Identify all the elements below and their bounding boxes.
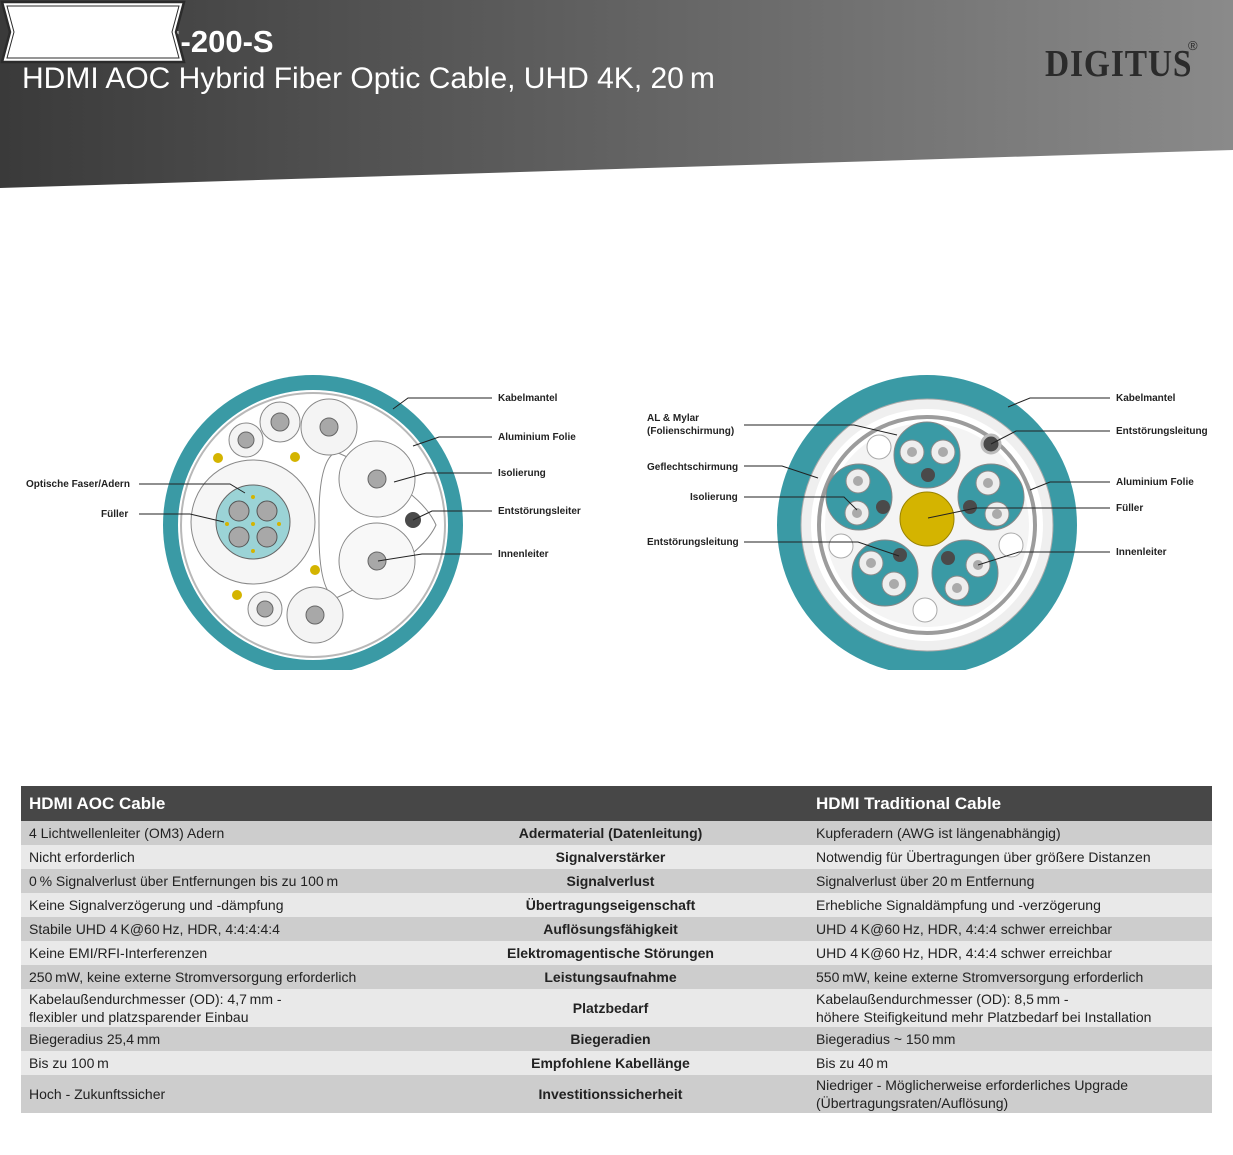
trad-label-entstoerungsleitung-right: Entstörungsleitung bbox=[1116, 426, 1208, 437]
aoc-top-cores bbox=[228, 398, 358, 458]
aoc-cell: Keine Signalverzögerung und -dämpfung bbox=[21, 893, 413, 917]
table-row: 0 % Signalverlust über Entfernungen bis … bbox=[21, 869, 1212, 893]
trad-braid-shield bbox=[817, 415, 1037, 635]
table-row: Biegeradius 25,4 mm Biegeradien Biegerad… bbox=[21, 1027, 1212, 1051]
trad-label-al-mylar: AL & Mylar bbox=[647, 413, 699, 424]
feature-cell: Elektromagentische Störungen bbox=[413, 941, 808, 965]
header-aoc-cable: HDMI AOC Cable bbox=[21, 786, 413, 821]
trad-label-entstoerungsleitung-left: Entstörungsleitung bbox=[647, 537, 739, 548]
product-description: HDMI AOC Hybrid Fiber Optic Cable, UHD 4… bbox=[22, 62, 715, 95]
table-row: Bis zu 100 m Empfohlene Kabellänge Bis z… bbox=[21, 1051, 1212, 1075]
trad-label-fueller: Füller bbox=[1116, 503, 1143, 514]
aoc-label-entstoerungsleiter: Entstörungsleiter bbox=[498, 506, 581, 517]
aoc-aluminium-foil bbox=[180, 392, 446, 658]
feature-cell: Investitionssicherheit bbox=[413, 1075, 808, 1113]
trad-cell: Niedriger - Möglicherweise erforderliche… bbox=[808, 1075, 1212, 1113]
aoc-cell: Stabile UHD 4 K@60 Hz, HDR, 4:4:4:4:4 bbox=[21, 917, 413, 941]
comparison-table: HDMI AOC Cable HDMI Traditional Cable 4 … bbox=[21, 786, 1212, 1113]
trad-cell: Notwendig für Übertragungen über größere… bbox=[808, 845, 1212, 869]
trad-cell-line-1: Niedriger - Möglicherweise erforderliche… bbox=[816, 1077, 1129, 1093]
feature-cell: Adermaterial (Datenleitung) bbox=[413, 821, 808, 845]
trad-cell: Erhebliche Signaldämpfung und -verzögeru… bbox=[808, 893, 1212, 917]
aoc-label-innenleiter: Innenleiter bbox=[498, 549, 549, 560]
trad-cell: Bis zu 40 m bbox=[808, 1051, 1212, 1075]
table-row: Hoch - Zukunftssicher Investitionssicher… bbox=[21, 1075, 1212, 1113]
aoc-label-aluminium-folie: Aluminium Folie bbox=[498, 432, 576, 443]
aoc-label-fueller: Füller bbox=[101, 509, 128, 520]
trad-cell: Biegeradius ~ 150 mm bbox=[808, 1027, 1212, 1051]
aoc-cell: Kabelaußendurchmesser (OD): 4,7 mm - flex… bbox=[21, 989, 413, 1027]
trad-white-fillers bbox=[828, 434, 1024, 623]
trad-cell: Kabelaußendurchmesser (OD): 8,5 mm - höhe… bbox=[808, 989, 1212, 1027]
header-banner: AK-330125-200-S HDMI AOC Hybrid Fiber Op… bbox=[0, 0, 1233, 190]
header-background bbox=[0, 0, 1233, 188]
aoc-cell: Nicht erforderlich bbox=[21, 845, 413, 869]
trad-leader-lines bbox=[744, 397, 1110, 566]
feature-cell: Signalverlust bbox=[413, 869, 808, 893]
trad-label-aluminium-folie: Aluminium Folie bbox=[1116, 477, 1194, 488]
aoc-cell: Bis zu 100 m bbox=[21, 1051, 413, 1075]
traditional-cable-cross-section: AL & Mylar (Folienschirmung) Geflechtsch… bbox=[647, 375, 1208, 670]
aoc-cell-line-1: Kabelaußendurchmesser (OD): 4,7 mm - bbox=[29, 991, 282, 1007]
header-feature-column bbox=[413, 786, 808, 821]
aoc-power-conductors bbox=[338, 440, 421, 600]
trad-cell-line-2: (Übertragungsraten/Auflösung) bbox=[816, 1095, 1009, 1111]
aoc-cell: Biegeradius 25,4 mm bbox=[21, 1027, 413, 1051]
table-row: 4 Lichtwellenleiter (OM3) Adern Adermate… bbox=[21, 821, 1212, 845]
aoc-label-kabelmantel: Kabelmantel bbox=[498, 393, 558, 404]
aoc-cable-cross-section: Kabelmantel Aluminium Folie Isolierung E… bbox=[26, 375, 581, 670]
trad-label-geflechtschirmung: Geflechtschirmung bbox=[647, 462, 738, 473]
trad-cell: UHD 4 K@60 Hz, HDR, 4:4:4 schwer erreich… bbox=[808, 917, 1212, 941]
aoc-gold-fillers bbox=[213, 452, 320, 600]
trad-pair-bottom-left bbox=[851, 539, 919, 607]
aoc-leader-lines bbox=[139, 397, 492, 562]
header-traditional-cable: HDMI Traditional Cable bbox=[808, 786, 1212, 821]
feature-cell: Auflösungsfähigkeit bbox=[413, 917, 808, 941]
aoc-cell: Hoch - Zukunftssicher bbox=[21, 1075, 413, 1113]
table-row: Stabile UHD 4 K@60 Hz, HDR, 4:4:4:4:4 Au… bbox=[21, 917, 1212, 941]
aoc-bottom-cores bbox=[247, 586, 344, 644]
brand-name: DIGITUS bbox=[1045, 43, 1193, 85]
feature-cell: Platzbedarf bbox=[413, 989, 808, 1027]
table-row: Nicht erforderlich Signalverstärker Notw… bbox=[21, 845, 1212, 869]
trad-pair-top bbox=[893, 421, 961, 489]
aoc-label-optische-faser: Optische Faser/Adern bbox=[26, 479, 130, 490]
trad-cell-line-2: höhere Steifigkeitund mehr Platzbedarf b… bbox=[816, 1009, 1152, 1025]
trad-pair-bottom-right bbox=[931, 539, 999, 607]
table-header-row: HDMI AOC Cable HDMI Traditional Cable bbox=[21, 786, 1212, 821]
cable-cross-section-diagrams: Kabelmantel Aluminium Folie Isolierung E… bbox=[26, 375, 1208, 670]
trad-cell: 550 mW, keine externe Stromversorgung er… bbox=[808, 965, 1212, 989]
brand-registered-mark: ® bbox=[1188, 38, 1198, 53]
aoc-label-isolierung: Isolierung bbox=[498, 468, 546, 479]
feature-cell: Leistungsaufnahme bbox=[413, 965, 808, 989]
trad-label-folienschirmung: (Folienschirmung) bbox=[647, 426, 734, 437]
aoc-cell: 250 mW, keine externe Stromversorgung er… bbox=[21, 965, 413, 989]
trad-cell: UHD 4 K@60 Hz, HDR, 4:4:4 schwer erreich… bbox=[808, 941, 1212, 965]
trad-cell: Signalverlust über 20 m Entfernung bbox=[808, 869, 1212, 893]
trad-gold-filler bbox=[899, 491, 955, 547]
aoc-cell: Keine EMI/RFI-Interferenzen bbox=[21, 941, 413, 965]
table-row: Keine Signalverzögerung und -dämpfung Üb… bbox=[21, 893, 1212, 917]
feature-cell: Übertragungseigenschaft bbox=[413, 893, 808, 917]
aoc-power-enclosure bbox=[318, 451, 437, 599]
trad-pair-right bbox=[957, 463, 1025, 531]
trad-cell: Kupferadern (AWG ist längenabhängig) bbox=[808, 821, 1212, 845]
feature-cell: Biegeradien bbox=[413, 1027, 808, 1051]
trad-cell-line-1: Kabelaußendurchmesser (OD): 8,5 mm - bbox=[816, 991, 1069, 1007]
trad-pair-left bbox=[825, 463, 893, 531]
trad-label-innenleiter: Innenleiter bbox=[1116, 547, 1167, 558]
aoc-cell: 0 % Signalverlust über Entfernungen bis … bbox=[21, 869, 413, 893]
digitus-logo bbox=[0, 0, 186, 64]
feature-cell: Empfohlene Kabellänge bbox=[413, 1051, 808, 1075]
table-row: Kabelaußendurchmesser (OD): 4,7 mm - flex… bbox=[21, 989, 1212, 1027]
table-row: Keine EMI/RFI-Interferenzen Elektromagen… bbox=[21, 941, 1212, 965]
table-row: 250 mW, keine externe Stromversorgung er… bbox=[21, 965, 1212, 989]
trad-label-isolierung: Isolierung bbox=[690, 492, 738, 503]
aoc-fiber-bundle bbox=[190, 459, 316, 585]
aoc-cell: 4 Lichtwellenleiter (OM3) Adern bbox=[21, 821, 413, 845]
trad-label-kabelmantel: Kabelmantel bbox=[1116, 393, 1176, 404]
feature-cell: Signalverstärker bbox=[413, 845, 808, 869]
aoc-cell-line-2: flexibler und platzsparender Einbau bbox=[29, 1009, 249, 1025]
